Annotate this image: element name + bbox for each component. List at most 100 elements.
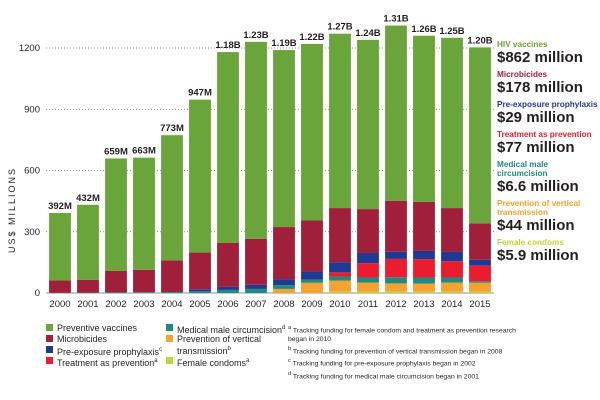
- bar-total-label: 1.23B: [243, 30, 268, 41]
- bar-segment-prep: [357, 252, 379, 264]
- bar-segment-microbicides: [105, 270, 127, 293]
- bar-segment-vaccines: [385, 25, 407, 201]
- bar-segment-vaccines: [105, 158, 127, 271]
- x-tick-label: 2014: [441, 299, 462, 310]
- bar-segment-vmmc: [189, 291, 211, 293]
- legend-footnote-mark: c: [159, 347, 163, 353]
- bar-segment-vaccines: [161, 135, 183, 261]
- bar-segment-microbicides: [161, 260, 183, 292]
- summary-category: Medical male circumcision: [497, 160, 548, 178]
- bar-segment-tasp: [413, 259, 435, 278]
- summary-amount: $44 million: [497, 217, 575, 234]
- y-axis-title: US$ MILLIONS: [7, 167, 17, 253]
- bar-total-label: 773M: [160, 123, 184, 134]
- bar-segment-vaccines: [189, 99, 211, 253]
- chart-bars: [49, 25, 491, 293]
- legend-label: Prevention of vertical transmissionb: [177, 334, 262, 356]
- x-tick-label: 2007: [245, 299, 266, 310]
- bar-segment-vmmc: [357, 277, 379, 283]
- summary-entry: Treatment as prevention $77 million: [497, 130, 600, 156]
- bar-segment-vaccines: [469, 47, 491, 224]
- footnote-text: Tracking funding for prevention of verti…: [291, 348, 503, 356]
- footnote: c Tracking funding for pre-exposure prop…: [288, 357, 528, 369]
- bar-segment-prep: [385, 251, 407, 259]
- bar-segment-vaccines: [217, 52, 239, 243]
- bar-segment-prep: [441, 251, 463, 262]
- bar-segment-vmmc: [329, 276, 351, 281]
- bar-segment-prep: [245, 284, 267, 289]
- x-tick-label: 2009: [301, 299, 322, 310]
- bar-segment-vaccines: [357, 39, 379, 210]
- legend-swatch: [46, 335, 53, 342]
- summary-category: Microbicides: [497, 70, 548, 79]
- x-tick-label: 2005: [189, 299, 210, 310]
- bar-segment-female_condoms: [441, 291, 463, 293]
- x-tick-label: 2001: [77, 299, 98, 310]
- bar-total-label: 663M: [132, 146, 156, 157]
- bar-segment-vmmc: [245, 288, 267, 293]
- bar-segment-prep: [301, 271, 323, 280]
- bar-segment-microbicides: [413, 201, 435, 251]
- legend-footnote-mark: a: [246, 358, 250, 364]
- bar-segment-vaccines: [301, 43, 323, 221]
- footnote: a Tracking funding for female condom and…: [288, 324, 528, 344]
- bar-segment-pmtct: [413, 283, 435, 292]
- bar-segment-vmmc: [161, 291, 183, 293]
- y-tick-label: 1200: [19, 43, 40, 54]
- x-tick-label: 2000: [49, 299, 70, 310]
- legend-swatch: [166, 357, 173, 364]
- legend-footnote-mark: d: [282, 325, 286, 331]
- bar-total-label: 1.31B: [383, 14, 408, 25]
- bar-segment-pmtct: [441, 282, 463, 292]
- bar-total-label: 1.26B: [411, 24, 436, 35]
- legend-footnote-mark: b: [227, 346, 231, 352]
- bar-total-label: 1.19B: [271, 38, 296, 49]
- legend-swatch: [166, 335, 173, 342]
- bar-segment-prep: [273, 279, 295, 286]
- legend-swatch: [46, 324, 53, 331]
- bar-segment-microbicides: [385, 200, 407, 252]
- bar-segment-microbicides: [49, 280, 71, 293]
- summary-entry: HIV vaccines $862 million: [497, 40, 600, 66]
- bar-segment-tasp: [385, 258, 407, 278]
- bar-segment-microbicides: [357, 209, 379, 253]
- x-tick-label: 2011: [358, 299, 378, 310]
- bar-segment-pmtct: [385, 283, 407, 292]
- legend-label: Treatment as preventiona: [57, 358, 158, 368]
- bar-segment-vmmc: [217, 289, 239, 293]
- footnote: d Tracking funding for medical male circ…: [288, 370, 528, 382]
- bar-segment-microbicides: [245, 238, 267, 285]
- bar-segment-vaccines: [133, 157, 155, 270]
- bar-segment-vmmc: [413, 277, 435, 284]
- y-tick-label: 0: [35, 288, 40, 299]
- x-tick-label: 2013: [413, 299, 434, 310]
- legend-item: Preventive vaccines: [46, 323, 137, 333]
- y-tick-label: 300: [24, 227, 40, 238]
- summary-amount: $862 million: [497, 49, 583, 66]
- footnote-mark: c: [288, 358, 291, 365]
- summary-amount: $178 million: [497, 79, 583, 96]
- x-tick-label: 2010: [329, 299, 350, 310]
- x-tick-label: 2015: [469, 299, 490, 310]
- bar-segment-vaccines: [49, 212, 71, 281]
- bar-total-label: 1.18B: [215, 40, 240, 51]
- legend-swatch: [46, 346, 53, 353]
- bar-segment-microbicides: [133, 269, 155, 293]
- legend-swatch: [166, 324, 173, 331]
- bar-segment-tasp: [441, 261, 463, 278]
- bar-segment-female_condoms: [357, 291, 379, 293]
- footnote-text: Tracking funding for female condom and t…: [288, 327, 516, 343]
- bar-segment-microbicides: [301, 220, 323, 272]
- bar-total-label: 659M: [104, 146, 128, 157]
- bar-segment-microbicides: [273, 227, 295, 280]
- summary-category: HIV vaccines: [497, 40, 548, 49]
- legend-footnote-mark: a: [154, 358, 158, 364]
- bar-segment-microbicides: [329, 208, 351, 263]
- summary-amount: $5.9 million: [497, 247, 579, 264]
- x-tick-label: 2003: [133, 299, 154, 310]
- x-tick-label: 2012: [385, 299, 406, 310]
- chart-labels: 0 300 600 900 1200 392M 2000 432M 2001 659M 2002 66…: [19, 14, 493, 310]
- bar-segment-vmmc: [273, 285, 295, 289]
- bar-segment-female_condoms: [385, 291, 407, 293]
- bar-segment-microbicides: [469, 223, 491, 260]
